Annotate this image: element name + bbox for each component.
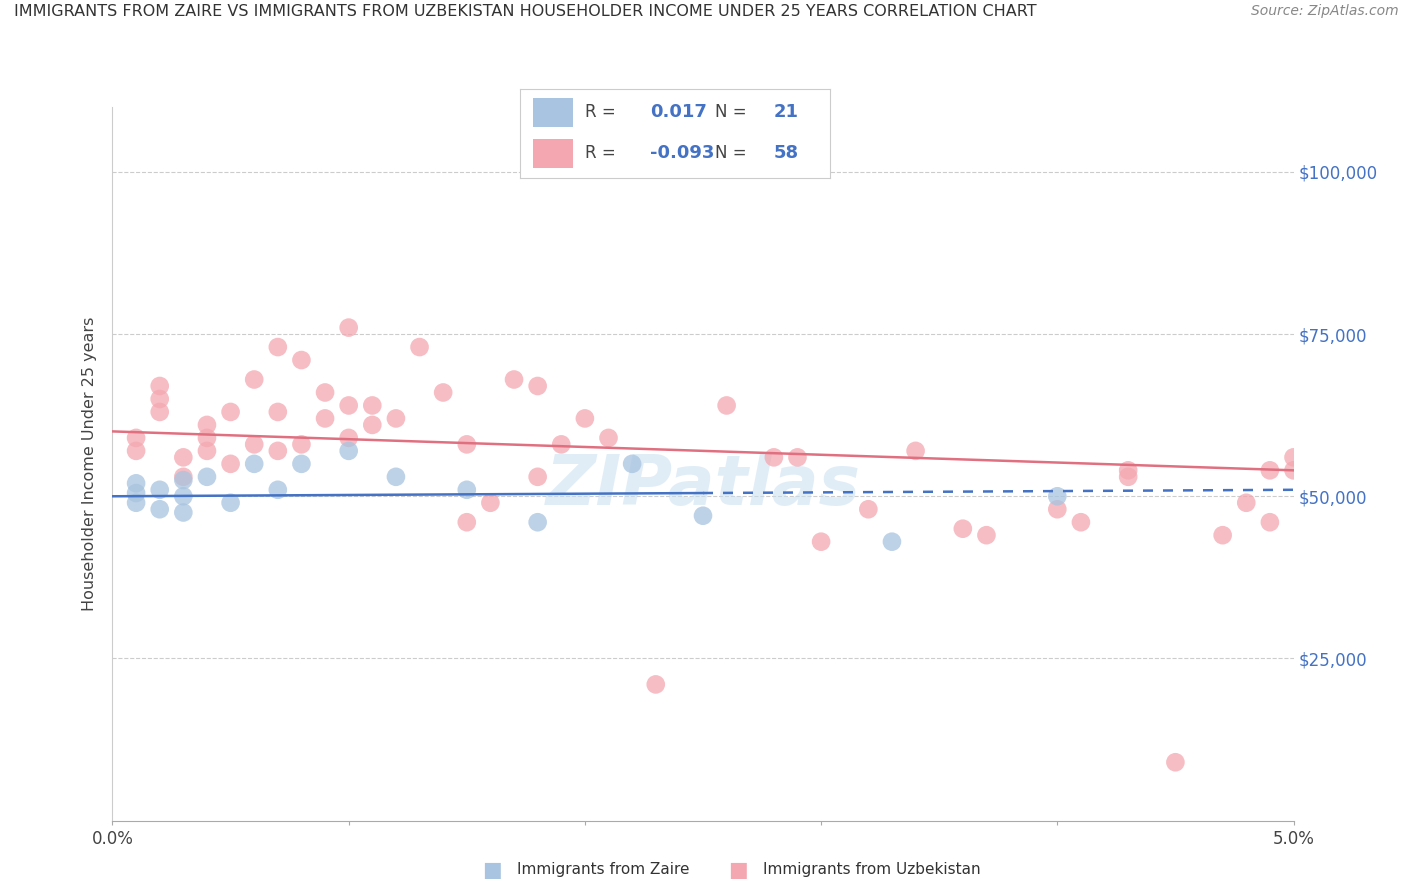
Text: 21: 21 xyxy=(773,103,799,121)
Point xyxy=(243,372,266,386)
Point xyxy=(172,473,194,487)
Point xyxy=(337,399,360,413)
Point xyxy=(243,437,266,451)
Point xyxy=(1212,528,1234,542)
Point xyxy=(479,496,502,510)
Point xyxy=(456,515,478,529)
Point xyxy=(125,431,148,445)
Point xyxy=(290,457,312,471)
Point xyxy=(432,385,454,400)
Point xyxy=(267,443,290,458)
Point xyxy=(195,417,218,432)
Point xyxy=(526,515,548,529)
Y-axis label: Householder Income Under 25 years: Householder Income Under 25 years xyxy=(82,317,97,611)
Point xyxy=(314,385,336,400)
Point xyxy=(1046,489,1069,503)
Text: IMMIGRANTS FROM ZAIRE VS IMMIGRANTS FROM UZBEKISTAN HOUSEHOLDER INCOME UNDER 25 : IMMIGRANTS FROM ZAIRE VS IMMIGRANTS FROM… xyxy=(14,4,1036,20)
Point xyxy=(195,431,218,445)
Point xyxy=(267,340,290,354)
Text: R =: R = xyxy=(585,103,621,121)
Point xyxy=(172,450,194,465)
Point xyxy=(456,483,478,497)
Text: -0.093: -0.093 xyxy=(650,145,714,162)
Point xyxy=(385,411,408,425)
Point xyxy=(574,411,596,425)
Point xyxy=(1258,515,1281,529)
Point xyxy=(195,470,218,484)
Point xyxy=(290,353,312,368)
Point xyxy=(172,489,194,503)
Point xyxy=(1070,515,1092,529)
FancyBboxPatch shape xyxy=(533,98,572,127)
Point xyxy=(976,528,998,542)
Text: R =: R = xyxy=(585,145,621,162)
Point xyxy=(762,450,785,465)
Text: Immigrants from Uzbekistan: Immigrants from Uzbekistan xyxy=(763,863,981,877)
Point xyxy=(692,508,714,523)
Point xyxy=(526,470,548,484)
Text: Source: ZipAtlas.com: Source: ZipAtlas.com xyxy=(1251,4,1399,19)
Text: ZIPatlas: ZIPatlas xyxy=(546,451,860,519)
Point xyxy=(952,522,974,536)
Point xyxy=(337,443,360,458)
Point xyxy=(550,437,572,451)
Point xyxy=(149,405,172,419)
Point xyxy=(621,457,644,471)
Text: N =: N = xyxy=(716,145,752,162)
Point xyxy=(125,443,148,458)
Point xyxy=(243,457,266,471)
Text: Immigrants from Zaire: Immigrants from Zaire xyxy=(517,863,690,877)
Point xyxy=(385,470,408,484)
Point xyxy=(172,506,194,520)
Point xyxy=(149,379,172,393)
Point xyxy=(149,502,172,516)
Point xyxy=(267,405,290,419)
Point xyxy=(526,379,548,393)
Point xyxy=(503,372,526,386)
Point xyxy=(219,457,242,471)
Point xyxy=(149,392,172,406)
Point xyxy=(219,405,242,419)
Point xyxy=(149,483,172,497)
Point xyxy=(195,443,218,458)
Point xyxy=(858,502,880,516)
Text: 58: 58 xyxy=(773,145,799,162)
Point xyxy=(125,476,148,491)
Point xyxy=(1282,450,1305,465)
Point xyxy=(1116,470,1139,484)
Point xyxy=(125,496,148,510)
Point xyxy=(456,437,478,451)
Point xyxy=(219,496,242,510)
Point xyxy=(337,431,360,445)
Point xyxy=(337,320,360,334)
Point xyxy=(904,443,927,458)
Text: ■: ■ xyxy=(728,860,748,880)
Point xyxy=(1164,756,1187,770)
FancyBboxPatch shape xyxy=(533,139,572,168)
Point xyxy=(1282,463,1305,477)
Point xyxy=(716,399,738,413)
Point xyxy=(1234,496,1257,510)
Point xyxy=(1258,463,1281,477)
Point xyxy=(172,470,194,484)
Point xyxy=(290,437,312,451)
Point xyxy=(408,340,430,354)
Point xyxy=(1116,463,1139,477)
Point xyxy=(125,486,148,500)
Point xyxy=(314,411,336,425)
Point xyxy=(361,417,384,432)
Point xyxy=(267,483,290,497)
Point xyxy=(810,534,832,549)
Text: N =: N = xyxy=(716,103,752,121)
Point xyxy=(1046,502,1069,516)
Point xyxy=(786,450,808,465)
Point xyxy=(644,677,666,691)
Text: ■: ■ xyxy=(482,860,502,880)
Point xyxy=(598,431,620,445)
Text: 0.017: 0.017 xyxy=(650,103,707,121)
Point xyxy=(880,534,903,549)
Point xyxy=(361,399,384,413)
